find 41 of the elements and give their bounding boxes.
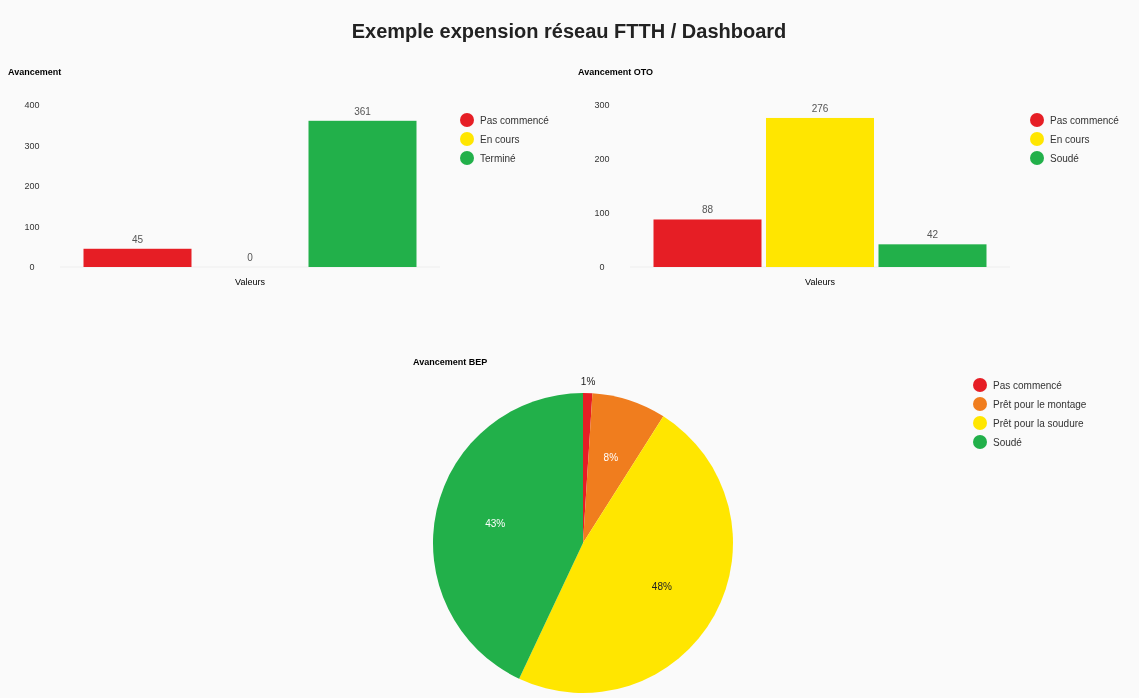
data-label: 1% <box>580 376 596 388</box>
x-tick-label: Valeurs <box>235 277 266 287</box>
y-tick-label: 400 <box>24 100 40 110</box>
legend-label: Soudé <box>1050 153 1080 164</box>
data-label: 361 <box>354 105 372 117</box>
pie-slice <box>519 416 733 693</box>
bar <box>878 244 987 267</box>
data-label: 88 <box>701 204 714 216</box>
legend-label: Soudé <box>993 437 1023 448</box>
bar <box>766 117 874 267</box>
y-tick-label: 0 <box>29 262 35 272</box>
y-tick-label: 100 <box>594 208 610 218</box>
legend-label: Pas commencé <box>480 115 550 126</box>
bar <box>653 219 762 267</box>
pie-slice <box>433 393 583 679</box>
pie-slice <box>583 393 664 543</box>
chart-title: Avancement <box>8 67 62 77</box>
data-label: 8% <box>603 452 619 464</box>
data-label: 48% <box>651 581 672 593</box>
data-label: 43% <box>485 518 506 530</box>
x-tick-label: Valeurs <box>805 277 836 287</box>
y-tick-label: 300 <box>24 140 40 151</box>
legend-label: Pas commencé <box>993 380 1063 391</box>
legend-label: Prêt pour le montage <box>993 399 1087 410</box>
y-tick-label: 100 <box>24 221 40 232</box>
chart-title: Avancement OTO <box>578 67 654 77</box>
legend-label: Pas commencé <box>1050 115 1120 126</box>
legend-label: En cours <box>1050 134 1090 145</box>
text: Exemple expension réseau FTTH / Dashboard <box>351 20 787 42</box>
data-label: 42 <box>926 229 939 241</box>
data-label: 0 <box>247 252 254 263</box>
y-tick-label: 200 <box>594 154 610 164</box>
y-tick-label: 300 <box>594 100 610 110</box>
legend-label: Terminé <box>480 153 516 164</box>
legend-label: Prêt pour la soudure <box>993 418 1085 429</box>
data-label: 276 <box>811 102 829 114</box>
y-tick-label: 0 <box>599 262 605 272</box>
legend-label: En cours <box>480 134 520 145</box>
y-tick-label: 200 <box>24 181 40 191</box>
chart-title: Avancement BEP <box>413 357 488 367</box>
data-label: 45 <box>131 233 144 245</box>
